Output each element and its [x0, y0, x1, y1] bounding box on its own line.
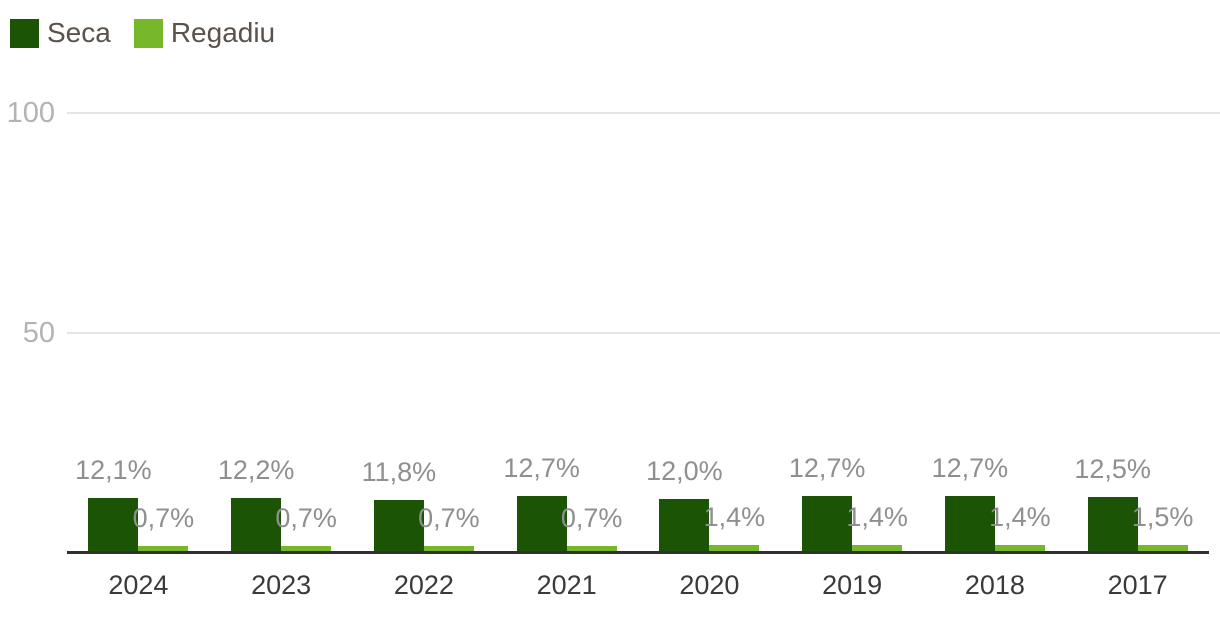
y-tick-label: 100 [6, 97, 55, 129]
x-axis-line [67, 551, 1209, 554]
value-label-seca: 11,8% [361, 456, 437, 487]
value-label-seca: 12,1% [75, 455, 152, 486]
x-axis-label: 2017 [1107, 570, 1168, 600]
x-axis-label: 2020 [679, 570, 740, 600]
bar-regadiu[interactable] [281, 545, 332, 553]
bar-seca[interactable] [944, 495, 995, 553]
legend-swatch-icon [133, 18, 163, 48]
bar-seca[interactable] [1087, 496, 1138, 553]
bar-regadiu[interactable] [566, 545, 617, 553]
value-label-seca: 12,7% [931, 452, 1009, 483]
value-label-regadiu: 1,4% [989, 502, 1051, 533]
bar-seca[interactable] [802, 495, 853, 553]
legend-swatch-icon [10, 18, 39, 48]
value-label-seca: 12,7% [788, 452, 866, 483]
legend-series-label: Seca [47, 17, 111, 48]
x-axis-label: 2018 [964, 570, 1025, 600]
bar-seca[interactable] [659, 498, 710, 553]
x-axis-label: 2023 [251, 570, 312, 600]
value-label-regadiu: 0,7% [132, 502, 195, 533]
value-label-regadiu: 0,7% [560, 502, 623, 533]
legend-item-seca[interactable]: Seca [10, 18, 111, 48]
x-axis-label: 2024 [108, 570, 169, 600]
y-tick-label: 50 [22, 317, 55, 349]
y-gridline [67, 112, 1220, 114]
bar-regadiu[interactable] [709, 545, 760, 553]
value-label-seca: 12,7% [503, 452, 580, 483]
value-label-regadiu: 1,4% [846, 502, 908, 533]
x-axis-label: 2019 [822, 570, 883, 600]
x-axis-label: 2021 [536, 570, 597, 600]
value-label-seca: 12,2% [217, 454, 295, 485]
bar-seca[interactable] [516, 495, 567, 553]
bar-regadiu[interactable] [138, 545, 189, 553]
value-label-regadiu: 0,7% [275, 502, 337, 533]
bar-regadiu[interactable] [852, 545, 903, 553]
value-label-regadiu: 1,5% [1131, 501, 1194, 532]
value-label-seca: 12,0% [646, 455, 723, 486]
legend-item-regadiu[interactable]: Regadiu [133, 17, 276, 48]
bar-regadiu[interactable] [994, 545, 1045, 553]
value-label-regadiu: 0,7% [418, 502, 480, 533]
x-axis-label: 2022 [393, 570, 454, 600]
y-gridline [67, 332, 1220, 334]
legend-series-label: Regadiu [170, 17, 276, 48]
value-label-regadiu: 1,4% [703, 502, 766, 533]
bar-seca[interactable] [373, 499, 424, 553]
bar-regadiu[interactable] [423, 545, 474, 553]
bar-regadiu[interactable] [1137, 544, 1188, 553]
bar-seca[interactable] [88, 498, 139, 553]
legend: Seca Regadiu [10, 18, 275, 48]
value-label-seca: 12,5% [1074, 453, 1151, 484]
bar-seca[interactable] [231, 497, 282, 553]
